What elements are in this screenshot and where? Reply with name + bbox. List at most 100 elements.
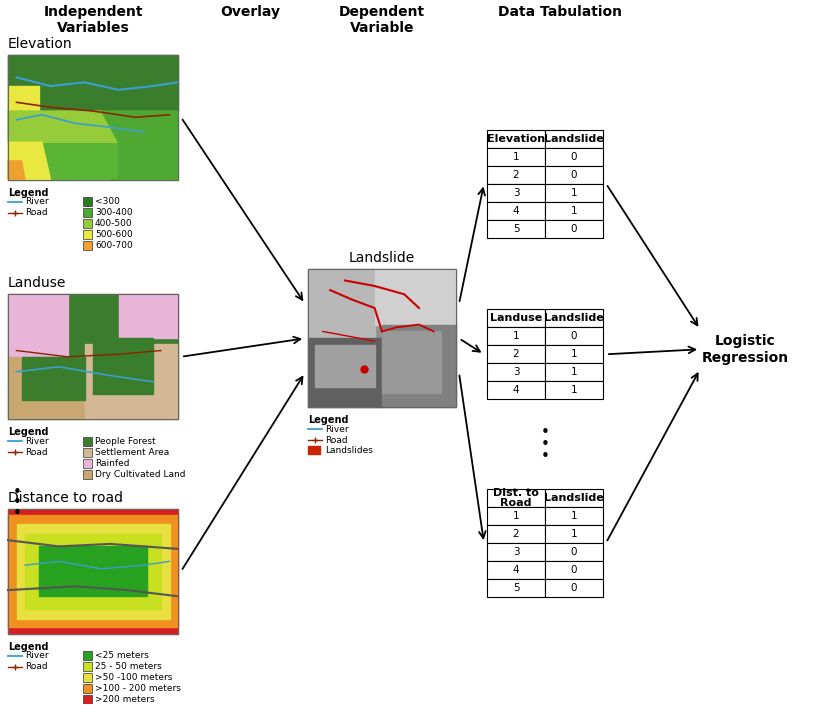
Bar bbox=[308, 269, 456, 407]
Bar bbox=[83, 241, 92, 250]
Polygon shape bbox=[85, 344, 178, 419]
Polygon shape bbox=[308, 269, 375, 338]
Text: Dist. to
Road: Dist. to Road bbox=[493, 488, 539, 508]
Text: Data Tabulation: Data Tabulation bbox=[498, 5, 622, 19]
Text: 600-700: 600-700 bbox=[95, 241, 133, 250]
Text: Road: Road bbox=[25, 208, 48, 217]
Text: 0: 0 bbox=[571, 152, 577, 161]
Text: 0: 0 bbox=[571, 331, 577, 341]
Bar bbox=[83, 470, 92, 479]
Polygon shape bbox=[308, 338, 382, 407]
Text: Legend: Legend bbox=[8, 642, 49, 651]
Text: 3: 3 bbox=[513, 367, 520, 377]
Bar bbox=[83, 695, 92, 704]
Polygon shape bbox=[315, 345, 375, 386]
Bar bbox=[487, 543, 545, 561]
Bar bbox=[487, 345, 545, 363]
Bar bbox=[487, 579, 545, 597]
Text: Overlay: Overlay bbox=[220, 5, 280, 19]
Text: 2: 2 bbox=[513, 529, 520, 539]
Text: 1: 1 bbox=[513, 331, 520, 341]
Text: Landuse: Landuse bbox=[490, 313, 542, 324]
Polygon shape bbox=[375, 269, 456, 324]
Text: 1: 1 bbox=[571, 349, 577, 360]
Text: •: • bbox=[13, 484, 22, 500]
Text: 0: 0 bbox=[571, 565, 577, 575]
Text: Independent
Variables: Independent Variables bbox=[43, 5, 143, 35]
Bar bbox=[8, 509, 178, 634]
Text: River: River bbox=[25, 651, 49, 660]
Text: 5: 5 bbox=[513, 583, 520, 593]
Bar bbox=[545, 166, 603, 183]
Polygon shape bbox=[382, 324, 456, 407]
Bar bbox=[545, 561, 603, 579]
Text: Landslide: Landslide bbox=[544, 493, 604, 503]
Bar bbox=[487, 327, 545, 345]
Polygon shape bbox=[8, 111, 119, 142]
Text: 0: 0 bbox=[571, 223, 577, 233]
Bar bbox=[8, 515, 178, 627]
Text: 2: 2 bbox=[513, 170, 520, 180]
Bar bbox=[487, 309, 545, 327]
Text: 5: 5 bbox=[513, 223, 520, 233]
Text: Legend: Legend bbox=[308, 415, 349, 425]
Bar bbox=[487, 507, 545, 525]
Bar bbox=[8, 55, 178, 180]
Text: River: River bbox=[25, 436, 49, 446]
Text: Landslide: Landslide bbox=[544, 134, 604, 144]
Text: <300: <300 bbox=[95, 197, 120, 206]
Text: People Forest: People Forest bbox=[95, 436, 155, 446]
Bar bbox=[545, 130, 603, 148]
Bar bbox=[83, 448, 92, 457]
Bar bbox=[8, 295, 178, 419]
Bar bbox=[545, 381, 603, 399]
Bar bbox=[16, 524, 169, 619]
Bar bbox=[545, 507, 603, 525]
Text: •: • bbox=[541, 436, 550, 452]
Text: 1: 1 bbox=[571, 511, 577, 521]
Text: 0: 0 bbox=[571, 583, 577, 593]
Bar bbox=[25, 534, 161, 609]
Polygon shape bbox=[8, 161, 25, 180]
Bar bbox=[8, 55, 178, 180]
Bar bbox=[83, 458, 92, 467]
Text: •: • bbox=[13, 506, 22, 522]
Text: Rainfed: Rainfed bbox=[95, 458, 129, 467]
Bar bbox=[545, 345, 603, 363]
Bar bbox=[545, 543, 603, 561]
Bar bbox=[545, 183, 603, 202]
Text: 1: 1 bbox=[513, 511, 520, 521]
Text: Road: Road bbox=[25, 448, 48, 457]
Polygon shape bbox=[102, 111, 178, 180]
Text: <25 meters: <25 meters bbox=[95, 651, 149, 660]
Text: Dependent
Variable: Dependent Variable bbox=[339, 5, 425, 35]
Bar bbox=[83, 208, 92, 217]
Text: 4: 4 bbox=[513, 206, 520, 216]
Bar bbox=[83, 230, 92, 239]
Bar bbox=[487, 148, 545, 166]
Text: 1: 1 bbox=[571, 188, 577, 197]
Bar bbox=[83, 651, 92, 660]
Bar bbox=[487, 219, 545, 238]
Polygon shape bbox=[8, 55, 178, 111]
Text: Elevation: Elevation bbox=[487, 134, 545, 144]
Polygon shape bbox=[8, 86, 38, 111]
Bar bbox=[487, 381, 545, 399]
Bar bbox=[487, 561, 545, 579]
Text: 1: 1 bbox=[513, 152, 520, 161]
Text: 25 - 50 meters: 25 - 50 meters bbox=[95, 662, 162, 671]
Bar bbox=[8, 295, 178, 419]
Bar bbox=[545, 148, 603, 166]
Text: 1: 1 bbox=[571, 206, 577, 216]
Text: 500-600: 500-600 bbox=[95, 230, 133, 239]
Bar bbox=[83, 673, 92, 682]
Text: Landslides: Landslides bbox=[325, 446, 373, 455]
Text: >200 meters: >200 meters bbox=[95, 695, 154, 704]
Bar bbox=[83, 219, 92, 228]
Text: 300-400: 300-400 bbox=[95, 208, 133, 217]
Text: 3: 3 bbox=[513, 547, 520, 557]
Polygon shape bbox=[308, 446, 320, 454]
Polygon shape bbox=[93, 338, 153, 394]
Text: Landuse: Landuse bbox=[8, 276, 67, 290]
Text: Landslide: Landslide bbox=[544, 313, 604, 324]
